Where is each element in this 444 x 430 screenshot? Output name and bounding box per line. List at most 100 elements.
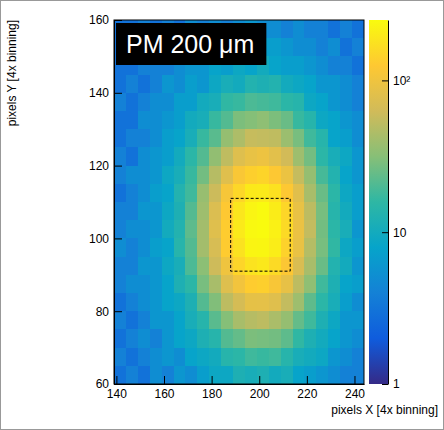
heatmap-cell	[352, 202, 364, 220]
heatmap-cell	[114, 238, 126, 256]
heatmap-cell	[328, 329, 340, 347]
heatmap-cell	[197, 184, 209, 202]
heatmap-cell	[328, 184, 340, 202]
heatmap-cell	[174, 111, 186, 129]
heatmap-cell	[138, 275, 150, 293]
heatmap-cell	[340, 257, 352, 275]
heatmap-cell	[197, 147, 209, 165]
heatmap-cell	[138, 129, 150, 147]
heatmap-cell	[233, 202, 245, 220]
heatmap-cell	[114, 311, 126, 329]
heatmap-cell	[233, 93, 245, 111]
heatmap-cell	[352, 293, 364, 311]
heatmap-cell	[174, 257, 186, 275]
heatmap-cell	[304, 311, 316, 329]
tick-label: 1	[393, 377, 400, 391]
tick-mark	[212, 376, 213, 384]
heatmap-cell	[352, 56, 364, 74]
heatmap-cell	[328, 93, 340, 111]
tick-label: 10²	[393, 74, 410, 88]
tick-mark	[354, 376, 355, 384]
heatmap-cell	[304, 93, 316, 111]
heatmap-cell	[114, 202, 126, 220]
heatmap-cell	[138, 348, 150, 366]
heatmap-cell	[352, 366, 364, 384]
tick-mark	[164, 376, 165, 384]
tick-label: 160	[89, 13, 109, 27]
heatmap-cell	[209, 275, 221, 293]
heatmap-cell	[209, 129, 221, 147]
heatmap-cell	[221, 184, 233, 202]
heatmap-cell	[114, 366, 126, 384]
heatmap-cell	[352, 147, 364, 165]
heatmap-cell	[340, 166, 352, 184]
heatmap-cell	[185, 329, 197, 347]
heatmap-cell	[174, 366, 186, 384]
heatmap-cell	[293, 93, 305, 111]
heatmap-cell	[197, 202, 209, 220]
heatmap-cell	[162, 111, 174, 129]
tick-label: 120	[89, 159, 109, 173]
tick-mark	[259, 376, 260, 384]
heatmap-cell	[352, 184, 364, 202]
heatmap-cell	[162, 220, 174, 238]
heatmap-cell	[281, 38, 293, 56]
heatmap-cell	[138, 238, 150, 256]
title: PM 200 μm	[126, 30, 254, 58]
tick: 1	[382, 377, 400, 391]
heatmap-cell	[162, 238, 174, 256]
heatmap-cell	[185, 147, 197, 165]
heatmap-cell	[221, 147, 233, 165]
heatmap-cell	[114, 111, 126, 129]
heatmap-cell	[233, 311, 245, 329]
heatmap-cell	[269, 329, 281, 347]
tick-mark	[114, 93, 122, 94]
heatmap-cell	[174, 166, 186, 184]
heatmap-cell	[209, 111, 221, 129]
heatmap-cell	[293, 293, 305, 311]
heatmap-cell	[352, 38, 364, 56]
heatmap-cell	[209, 311, 221, 329]
heatmap-cell	[209, 202, 221, 220]
heatmap-cell	[138, 366, 150, 384]
heatmap-cell	[162, 147, 174, 165]
heatmap-cell	[174, 293, 186, 311]
figure: 1401601802002202406080100120140160pixels…	[0, 0, 444, 430]
heatmap-cell	[269, 238, 281, 256]
heatmap-cell	[269, 20, 281, 38]
heatmap-cell	[328, 348, 340, 366]
heatmap-cell	[293, 129, 305, 147]
heatmap-cell	[304, 129, 316, 147]
heatmap-cell	[352, 348, 364, 366]
heatmap-cell	[269, 56, 281, 74]
heatmap-cell	[209, 366, 221, 384]
heatmap-cell	[185, 257, 197, 275]
heatmap-cell	[221, 293, 233, 311]
heatmap-cell	[221, 238, 233, 256]
heatmap-cell	[245, 220, 257, 238]
heatmap-cell	[233, 147, 245, 165]
tick-label: 220	[297, 387, 317, 401]
heatmap-cell	[245, 111, 257, 129]
heatmap-cell	[340, 38, 352, 56]
heatmap-cell	[162, 202, 174, 220]
heatmap-cell	[126, 293, 138, 311]
heatmap-cell	[304, 220, 316, 238]
heatmap-cell	[281, 147, 293, 165]
heatmap-cell	[150, 311, 162, 329]
heatmap-cell	[281, 166, 293, 184]
heatmap-cell	[174, 238, 186, 256]
heatmap-cell	[185, 202, 197, 220]
tick-label: 200	[250, 387, 270, 401]
tick: 200	[250, 376, 270, 401]
heatmap-cell	[221, 329, 233, 347]
heatmap-cell	[209, 238, 221, 256]
tick: 100	[89, 232, 122, 246]
heatmap-cell	[162, 166, 174, 184]
heatmap-cell	[138, 184, 150, 202]
heatmap-cell	[221, 275, 233, 293]
y-axis-title: pixels Y [4x binning]	[5, 20, 19, 126]
heatmap-cell	[304, 238, 316, 256]
heatmap-cell	[269, 93, 281, 111]
heatmap-cell	[293, 38, 305, 56]
